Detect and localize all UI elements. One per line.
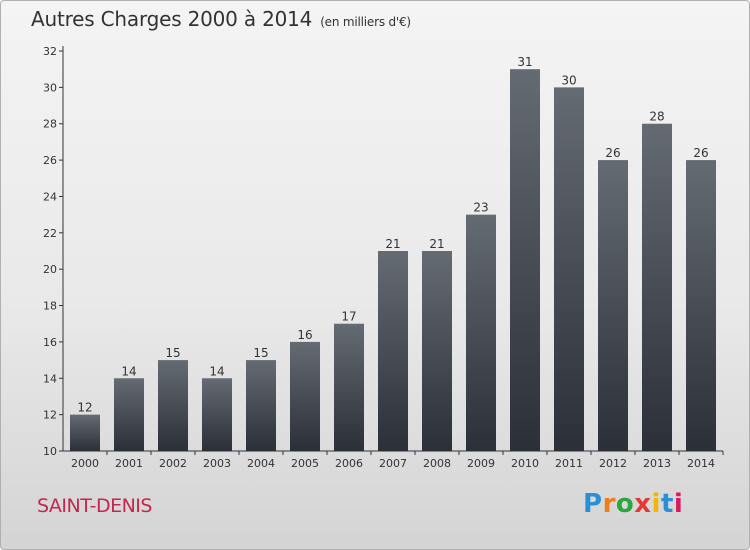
bar-2008 [422,251,452,451]
x-tick-label: 2014 [687,457,715,470]
proxiti-logo: Proxiti [583,489,683,519]
x-tick-label: 2013 [643,457,671,470]
y-tick-label: 22 [43,227,57,240]
bar-2009 [466,214,496,451]
logo-letter: r [602,489,616,519]
logo-letter: i [673,489,684,519]
chart-axes: 10 12 14 16 18 20 22 24 26 28 30 32 2000 2001 2002 2003… [43,45,724,470]
y-tick-label: 20 [43,263,57,276]
bar-2012 [598,160,628,451]
x-tick-label: 2007 [379,457,407,470]
data-label-2012: 26 [605,146,620,160]
data-label-2002: 15 [165,346,180,360]
x-tick-label: 2005 [291,457,319,470]
bar-2013 [642,123,672,452]
x-tick-label: 2000 [71,457,99,470]
data-label-2010: 31 [517,55,532,69]
data-label-2009: 23 [473,201,488,215]
bar-2005 [290,341,320,451]
bar-2014 [686,160,716,451]
data-label-2007: 21 [385,237,400,251]
y-tick-label: 26 [43,154,57,167]
chart-bars [70,69,716,452]
data-label-2005: 16 [297,328,312,342]
x-tick-label: 2009 [467,457,495,470]
logo-letter: t [660,489,674,519]
bar-2006 [334,323,364,451]
bar-2003 [202,378,232,451]
x-tick-label: 2003 [203,457,231,470]
bar-2010 [510,69,540,451]
x-tick-label: 2012 [599,457,627,470]
x-tick-label: 2008 [423,457,451,470]
x-tick-label: 2004 [247,457,275,470]
bar-2002 [158,360,188,451]
data-label-2014: 26 [693,146,708,160]
y-tick-label: 16 [43,336,57,349]
bar-2007 [378,251,408,451]
y-tick-label: 12 [43,409,57,422]
logo-letter: P [583,489,603,519]
bar-2001 [114,378,144,451]
y-tick-label: 18 [43,300,57,313]
data-label-2008: 21 [429,237,444,251]
y-tick-label: 10 [43,445,57,458]
data-label-2006: 17 [341,310,356,324]
x-tick-label: 2011 [555,457,583,470]
y-tick-label: 28 [43,118,57,131]
chart-subtitle: (en milliers d'€) [320,15,411,29]
data-label-2004: 15 [253,346,268,360]
bar-2004 [246,360,276,451]
chart-title: Autres Charges 2000 à 2014 (en milliers d… [31,7,411,31]
data-label-2000: 12 [77,401,92,415]
data-label-2013: 28 [649,110,664,124]
logo-letter: o [615,489,635,519]
x-tick-label: 2010 [511,457,539,470]
logo-letter: x [634,489,652,519]
chart-title-text: Autres Charges 2000 à 2014 [31,7,313,31]
chart-data-labels: 12 14 15 14 15 16 17 21 21 23 31 30 26 28 26 [77,55,708,414]
y-tick-label: 32 [43,45,57,58]
x-tick-label: 2002 [159,457,187,470]
y-tick-label: 30 [43,81,57,94]
logo-letter: i [651,489,661,519]
x-tick-label: 2001 [115,457,143,470]
commune-name: SAINT-DENIS [37,495,152,517]
bar-2011 [554,87,584,451]
y-tick-label: 24 [43,190,57,203]
data-label-2003: 14 [209,364,224,378]
x-tick-label: 2006 [335,457,363,470]
data-label-2011: 30 [561,73,576,87]
bar-2000 [70,414,100,451]
data-label-2001: 14 [121,364,136,378]
y-tick-label: 14 [43,372,57,385]
